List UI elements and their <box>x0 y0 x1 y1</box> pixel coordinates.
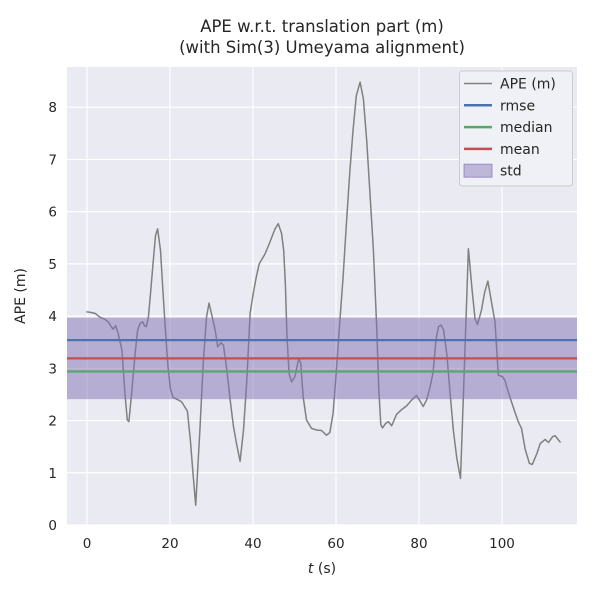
y-tick-label: 6 <box>48 205 57 221</box>
y-tick-label: 5 <box>48 257 57 273</box>
legend-box <box>459 70 573 187</box>
legend-item-label: mean <box>500 142 540 158</box>
y-tick-label: 7 <box>48 152 57 168</box>
legend-item-apem: APE (m) <box>464 77 556 93</box>
x-tick-label: 100 <box>489 536 515 552</box>
legend-item-rmse: rmse <box>464 98 535 114</box>
legend-item-mean: mean <box>464 142 540 158</box>
y-tick-label: 2 <box>48 414 57 430</box>
y-tick-label: 1 <box>48 466 57 482</box>
x-tick-label: 80 <box>410 536 427 552</box>
y-tick-label: 4 <box>48 309 57 325</box>
y-tick-label: 8 <box>48 100 57 116</box>
x-axis-label-unit: (s) <box>313 561 336 577</box>
y-axis-label: APE (m) <box>13 268 29 324</box>
legend-item-label: std <box>500 164 522 180</box>
legend: APE (m) rmse median mean std <box>459 70 573 187</box>
legend-item-median: median <box>464 120 552 136</box>
y-tick-label: 0 <box>48 518 57 534</box>
x-axis-label-variable: t <box>308 561 314 577</box>
x-tick-label: 20 <box>161 536 178 552</box>
legend-item-label: median <box>500 120 552 136</box>
x-tick-label: 40 <box>244 536 261 552</box>
legend-patch-sample <box>463 163 493 178</box>
legend-item-label: rmse <box>500 98 535 114</box>
x-tick-label: 0 <box>83 536 92 552</box>
x-axis-label: t (s) <box>308 561 336 577</box>
chart-title-line2: (with Sim(3) Umeyama alignment) <box>179 38 465 57</box>
x-tick-label: 60 <box>327 536 344 552</box>
legend-item-label: APE (m) <box>500 77 556 93</box>
y-tick-label: 3 <box>48 361 57 377</box>
legend-item-std: std <box>463 163 522 180</box>
chart-title-line1: APE w.r.t. translation part (m) <box>200 17 444 36</box>
